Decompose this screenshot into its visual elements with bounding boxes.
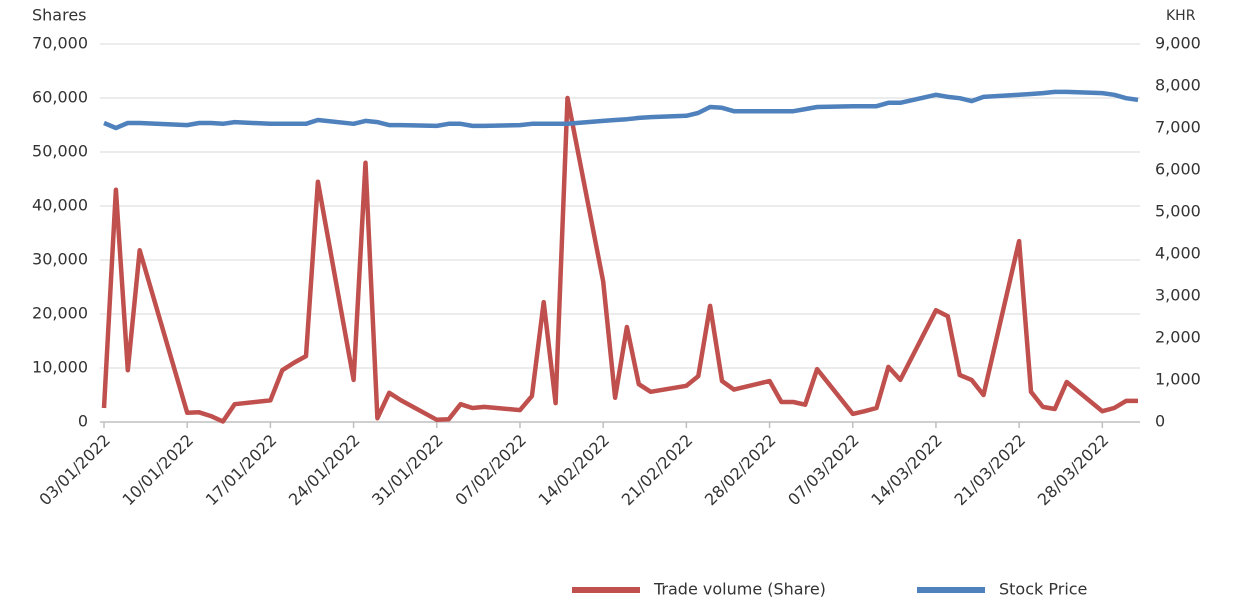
y-axis-title: Shares <box>32 6 87 25</box>
x-tick-label: 14/03/2022 <box>867 431 946 510</box>
y-tick-label: 70,000 <box>32 34 88 53</box>
y2-tick-label: 2,000 <box>1155 328 1201 347</box>
y2-tick-label: 0 <box>1155 412 1165 431</box>
y-tick-label: 60,000 <box>32 88 88 107</box>
x-tick-label: 24/01/2022 <box>285 431 364 510</box>
x-tick-label: 21/02/2022 <box>618 431 697 510</box>
y2-tick-label: 9,000 <box>1155 34 1201 53</box>
y-tick-label: 30,000 <box>32 250 88 269</box>
x-tick-label: 10/01/2022 <box>119 431 198 510</box>
y2-tick-label: 8,000 <box>1155 76 1201 95</box>
y2-tick-label: 5,000 <box>1155 202 1201 221</box>
x-tick-label: 31/01/2022 <box>368 431 447 510</box>
y-tick-label: 40,000 <box>32 196 88 215</box>
x-tick-label: 17/01/2022 <box>202 431 281 510</box>
y2-tick-label: 1,000 <box>1155 370 1201 389</box>
legend-label: Stock Price <box>999 580 1087 599</box>
series-line <box>103 89 1139 131</box>
series-line <box>101 95 1138 424</box>
x-tick-label: 07/02/2022 <box>451 431 530 510</box>
y-tick-label: 50,000 <box>32 142 88 161</box>
x-tick-label: 28/02/2022 <box>701 431 780 510</box>
x-tick-label: 28/03/2022 <box>1034 431 1113 510</box>
x-tick-label: 21/03/2022 <box>951 431 1030 510</box>
y2-tick-label: 7,000 <box>1155 118 1201 137</box>
x-tick-label: 14/02/2022 <box>535 431 614 510</box>
y-tick-label: 20,000 <box>32 304 88 323</box>
y-tick-label: 0 <box>78 412 88 431</box>
y-tick-label: 10,000 <box>32 358 88 377</box>
y2-axis-title: KHR <box>1166 8 1196 24</box>
y2-tick-label: 3,000 <box>1155 286 1201 305</box>
x-tick-label: 07/03/2022 <box>784 431 863 510</box>
y2-tick-label: 6,000 <box>1155 160 1201 179</box>
y2-tick-label: 4,000 <box>1155 244 1201 263</box>
legend-label: Trade volume (Share) <box>653 580 826 599</box>
x-tick-label: 03/01/2022 <box>35 431 114 510</box>
